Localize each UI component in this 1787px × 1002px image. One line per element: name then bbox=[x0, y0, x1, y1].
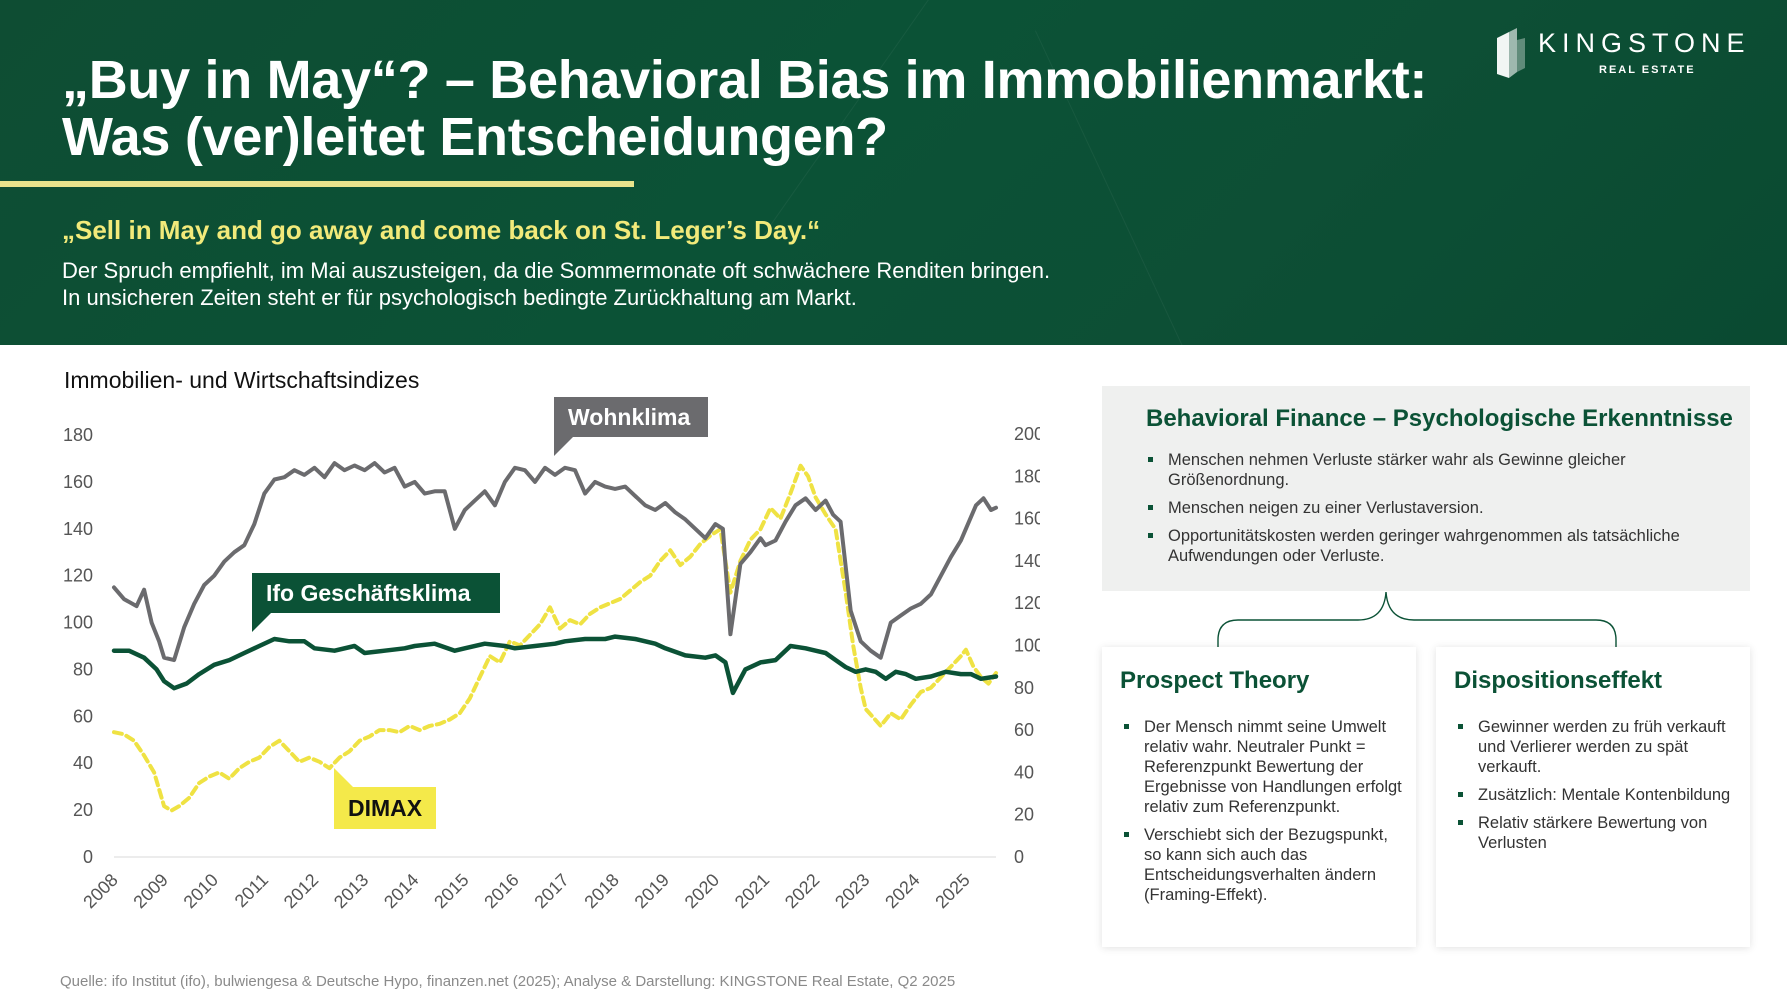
prospect-theory-title: Prospect Theory bbox=[1120, 667, 1310, 694]
x-tick-label: 2019 bbox=[631, 870, 673, 912]
x-tick-label: 2012 bbox=[280, 870, 322, 912]
x-tick-label: 2020 bbox=[681, 870, 723, 912]
x-tick-label: 2018 bbox=[581, 870, 623, 912]
x-tick-label: 2025 bbox=[931, 870, 973, 912]
x-tick-label: 2014 bbox=[380, 870, 422, 912]
callout-label: DIMAX bbox=[348, 795, 423, 821]
callout-box bbox=[554, 397, 708, 437]
y-left-tick-label: 80 bbox=[73, 659, 93, 679]
dispositionseffekt-title: Dispositionseffekt bbox=[1454, 667, 1663, 694]
y-right-tick-label: 20 bbox=[1014, 805, 1034, 825]
intro-line-2: In unsicheren Zeiten steht er für psycho… bbox=[62, 285, 857, 310]
callout-pointer bbox=[252, 612, 272, 632]
y-right-tick-label: 40 bbox=[1014, 762, 1034, 782]
behavioral-finance-box: Behavioral Finance – Psychologische Erke… bbox=[1102, 386, 1750, 591]
list-item: Zusätzlich: Mentale Kontenbildung bbox=[1454, 785, 1736, 805]
callout-ifo: Ifo Geschäftsklima bbox=[252, 573, 500, 632]
y-right-tick-label: 200 bbox=[1014, 424, 1040, 444]
page-title: „Buy in May“? – Behavioral Bias im Immob… bbox=[62, 52, 1427, 166]
x-tick-label: 2013 bbox=[330, 870, 372, 912]
y-left-tick-label: 180 bbox=[63, 425, 93, 445]
callout-label: Wohnklima bbox=[568, 404, 690, 430]
series-line-ifo-gesch-ftsklima bbox=[111, 634, 999, 696]
y-right-tick-label: 120 bbox=[1014, 593, 1040, 613]
title-underline bbox=[0, 181, 634, 187]
list-item: Menschen neigen zu einer Verlustaversion… bbox=[1144, 498, 1734, 518]
series-line-wohnklima bbox=[112, 461, 998, 663]
x-tick-label: 2023 bbox=[831, 870, 873, 912]
x-tick-label: 2015 bbox=[430, 870, 472, 912]
connector-brace bbox=[1217, 591, 1617, 647]
logo-wordmark: KINGSTONE bbox=[1538, 28, 1751, 58]
y-left-tick-label: 160 bbox=[63, 472, 93, 492]
title-line-2: Was (ver)leitet Entscheidungen? bbox=[62, 107, 888, 167]
list-item: Menschen nehmen Verluste stärker wahr al… bbox=[1144, 450, 1734, 490]
callout-label: Ifo Geschäftsklima bbox=[266, 580, 471, 606]
y-left-tick-label: 20 bbox=[73, 800, 93, 820]
y-right-tick-label: 0 bbox=[1014, 847, 1024, 867]
callout-pointer bbox=[334, 768, 354, 788]
callout-box bbox=[334, 787, 436, 829]
y-left-tick-label: 120 bbox=[63, 566, 93, 586]
callout-pointer bbox=[554, 436, 574, 456]
y-right-tick-label: 140 bbox=[1014, 551, 1040, 571]
behavioral-finance-title: Behavioral Finance – Psychologische Erke… bbox=[1146, 405, 1733, 432]
y-left-tick-label: 60 bbox=[73, 706, 93, 726]
y-right-tick-label: 80 bbox=[1014, 678, 1034, 698]
x-tick-label: 2024 bbox=[881, 870, 923, 912]
x-tick-label: 2010 bbox=[180, 870, 222, 912]
index-chart: 0 20 40 60 80 100 120 140 160 180 0 20 40 60 80 100 120 1… bbox=[63, 397, 1040, 912]
header-banner: „Buy in May“? – Behavioral Bias im Immob… bbox=[0, 0, 1787, 345]
x-tick-label: 2022 bbox=[781, 870, 823, 912]
source-note: Quelle: ifo Institut (ifo), bulwiengesa … bbox=[60, 973, 956, 990]
y-right-tick-label: 60 bbox=[1014, 720, 1034, 740]
y-left-tick-label: 140 bbox=[63, 519, 93, 539]
x-tick-label: 2008 bbox=[79, 870, 121, 912]
y-right-tick-label: 160 bbox=[1014, 509, 1040, 529]
prospect-theory-list: Der Mensch nimmt seine Umwelt relativ wa… bbox=[1120, 717, 1402, 913]
intro-line-1: Der Spruch empfiehlt, im Mai auszusteige… bbox=[62, 258, 1051, 283]
y-right-tick-label: 100 bbox=[1014, 636, 1040, 656]
list-item: Verschiebt sich der Bezugspunkt, so kann… bbox=[1120, 825, 1402, 905]
x-tick-label: 2016 bbox=[480, 870, 522, 912]
x-tick-label: 2021 bbox=[731, 870, 773, 912]
x-tick-label: 2009 bbox=[129, 870, 171, 912]
dispositionseffekt-list: Gewinner werden zu früh verkauft und Ver… bbox=[1454, 717, 1736, 861]
callout-dimax: DIMAX bbox=[334, 768, 436, 829]
y-right-tick-label: 180 bbox=[1014, 466, 1040, 486]
list-item: Der Mensch nimmt seine Umwelt relativ wa… bbox=[1120, 717, 1402, 817]
title-line-1: „Buy in May“? – Behavioral Bias im Immob… bbox=[62, 50, 1428, 110]
x-tick-label: 2011 bbox=[231, 870, 273, 912]
intro-text: Der Spruch empfiehlt, im Mai auszusteige… bbox=[62, 257, 1050, 311]
dispositionseffekt-card: Dispositionseffekt Gewinner werden zu fr… bbox=[1436, 647, 1750, 947]
y-left-tick-label: 0 bbox=[83, 847, 93, 867]
list-item: Opportunitätskosten werden geringer wahr… bbox=[1144, 526, 1734, 566]
list-item: Relativ stärkere Bewertung von Verlusten bbox=[1454, 813, 1736, 853]
callout-wohnklima: Wohnklima bbox=[554, 397, 708, 456]
chart-title: Immobilien- und Wirtschaftsindizes bbox=[64, 367, 420, 393]
list-item: Gewinner werden zu früh verkauft und Ver… bbox=[1454, 717, 1736, 777]
behavioral-finance-list: Menschen nehmen Verluste stärker wahr al… bbox=[1144, 450, 1734, 574]
y-left-tick-label: 100 bbox=[63, 613, 93, 633]
callout-box bbox=[252, 573, 500, 613]
prospect-theory-card: Prospect Theory Der Mensch nimmt seine U… bbox=[1102, 647, 1416, 947]
logo-subline: REAL ESTATE bbox=[1599, 64, 1696, 76]
building-logo-icon bbox=[1497, 28, 1525, 78]
quote-subtitle: „Sell in May and go away and come back o… bbox=[62, 215, 821, 245]
x-tick-label: 2017 bbox=[530, 870, 572, 912]
series-line-dimax bbox=[112, 463, 998, 813]
y-left-tick-label: 40 bbox=[73, 753, 93, 773]
kingstone-logo: KINGSTONE REAL ESTATE bbox=[1495, 26, 1765, 84]
